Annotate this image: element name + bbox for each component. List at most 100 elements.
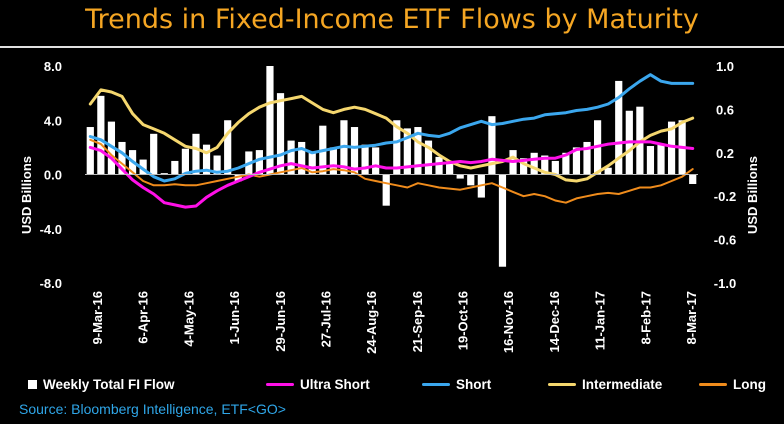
flow-bar <box>551 160 559 175</box>
flow-bar <box>276 93 285 175</box>
x-tick-label: 4-May-16 <box>181 291 196 347</box>
flow-bar <box>498 174 507 267</box>
flow-bar <box>118 141 126 175</box>
flow-bar <box>604 167 612 175</box>
legend-item-long: Long <box>699 377 766 392</box>
legend-label: Intermediate <box>582 377 663 392</box>
y-tick-label: -8.0 <box>40 276 62 291</box>
y2-tick-label: 0.6 <box>716 102 734 117</box>
flow-bar <box>150 133 158 175</box>
x-tick-label: 11-Jan-17 <box>593 291 608 350</box>
flow-bar <box>192 133 200 175</box>
y2-tick-label: -0.6 <box>714 233 736 248</box>
flow-bar <box>202 144 211 175</box>
flow-bar <box>329 147 337 175</box>
x-tick-label: 8-Mar-17 <box>684 291 699 344</box>
flow-bar <box>667 121 676 175</box>
flow-bar <box>382 174 390 206</box>
flow-bar <box>86 127 94 175</box>
flow-bar <box>308 152 316 175</box>
flow-bar <box>583 141 591 175</box>
flow-bar <box>160 173 168 175</box>
flow-bar <box>139 159 147 175</box>
flow-bar <box>393 120 401 175</box>
y2-axis-title: USD Billions <box>745 156 760 234</box>
legend-item-ultra-short: Ultra Short <box>266 377 370 392</box>
y2-tick-label: 0.2 <box>716 146 734 161</box>
lines-group <box>88 73 695 209</box>
legend-swatch <box>699 383 727 386</box>
flow-bar <box>615 80 623 175</box>
flow-bar <box>266 66 274 175</box>
x-tick-label: 9-Mar-16 <box>90 291 105 344</box>
x-tick-label: 16-Nov-16 <box>501 291 516 353</box>
legend-item-intermediate: Intermediate <box>548 377 662 392</box>
legend-label: Long <box>733 377 766 392</box>
legend-item-weekly-total-fi-flow: Weekly Total FI Flow <box>28 377 175 392</box>
flow-bar <box>435 156 443 175</box>
flow-bar <box>572 147 581 175</box>
flow-bar <box>488 116 496 175</box>
flow-bar <box>171 160 179 175</box>
x-tick-label: 14-Dec-16 <box>547 291 562 352</box>
flow-bar <box>234 174 242 182</box>
short-line <box>88 73 695 183</box>
legend: Weekly Total FI Flow Ultra Short Short Inte… <box>28 377 784 395</box>
flow-bar <box>657 144 665 175</box>
flow-bar <box>520 158 528 175</box>
title-divider <box>0 46 784 48</box>
flow-bar <box>646 146 655 175</box>
legend-swatch <box>548 383 576 386</box>
legend-label: Weekly Total FI Flow <box>43 377 175 392</box>
axes-group: 8.0 4.0 0.0 -4.0 -8.0 1.0 0.6 0.2 -0.2 -0.6 -1.0 US… <box>19 59 760 354</box>
flow-bar <box>287 140 295 175</box>
flow-bar <box>372 147 380 175</box>
y2-tick-label: -0.2 <box>714 189 736 204</box>
y-axis-title: USD Billions <box>19 156 34 234</box>
x-tick-label: 8-Feb-17 <box>638 291 653 344</box>
flow-bar <box>530 152 538 175</box>
flow-bar <box>97 95 105 175</box>
flow-bar <box>350 127 359 175</box>
legend-swatch <box>266 383 294 386</box>
y-tick-label: 4.0 <box>44 113 62 128</box>
x-tick-label: 1-Jun-16 <box>227 291 242 344</box>
flow-bar <box>456 174 464 179</box>
flow-bar <box>541 155 549 175</box>
x-tick-label: 29-Jun-16 <box>273 291 288 352</box>
x-tick-label: 27-Jul-16 <box>319 291 334 347</box>
long-line <box>89 138 694 204</box>
flows-chart: 8.0 4.0 0.0 -4.0 -8.0 1.0 0.6 0.2 -0.2 -0.6 -1.0 US… <box>19 59 760 354</box>
y-tick-label: -4.0 <box>40 222 62 237</box>
legend-swatch <box>422 383 450 386</box>
legend-label: Short <box>456 377 492 392</box>
flow-bar <box>424 140 433 175</box>
x-tick-label: 21-Sep-16 <box>410 291 425 352</box>
flow-bar <box>298 141 306 175</box>
legend-swatch <box>28 380 37 389</box>
y2-tick-label: 1.0 <box>716 59 734 74</box>
flow-bar <box>181 148 189 175</box>
intermediate-line <box>88 88 695 183</box>
flow-bar <box>213 155 221 175</box>
legend-item-short: Short <box>422 377 491 392</box>
legend-label: Ultra Short <box>300 377 370 392</box>
x-tick-label: 24-Aug-16 <box>364 291 379 354</box>
ultra-short-line <box>88 140 695 209</box>
source-note: Source: Bloomberg Intelligence, ETF<GO> <box>19 401 286 417</box>
flow-bar <box>403 128 411 175</box>
flow-bar <box>467 174 475 186</box>
y-tick-label: 8.0 <box>44 59 62 74</box>
y-tick-label: 0.0 <box>44 168 62 183</box>
flow-bar <box>414 127 422 175</box>
x-tick-label: 19-Oct-16 <box>456 291 471 350</box>
flow-bar <box>446 162 454 175</box>
flow-bar <box>361 144 369 175</box>
flow-bar <box>562 152 570 175</box>
y2-tick-label: -1.0 <box>714 276 736 291</box>
flow-bar <box>255 150 263 175</box>
flow-bar <box>689 174 697 184</box>
flow-bar <box>224 120 232 175</box>
chart-title: Trends in Fixed-Income ETF Flows by Matu… <box>85 4 699 35</box>
x-tick-label: 6-Apr-16 <box>136 291 151 344</box>
